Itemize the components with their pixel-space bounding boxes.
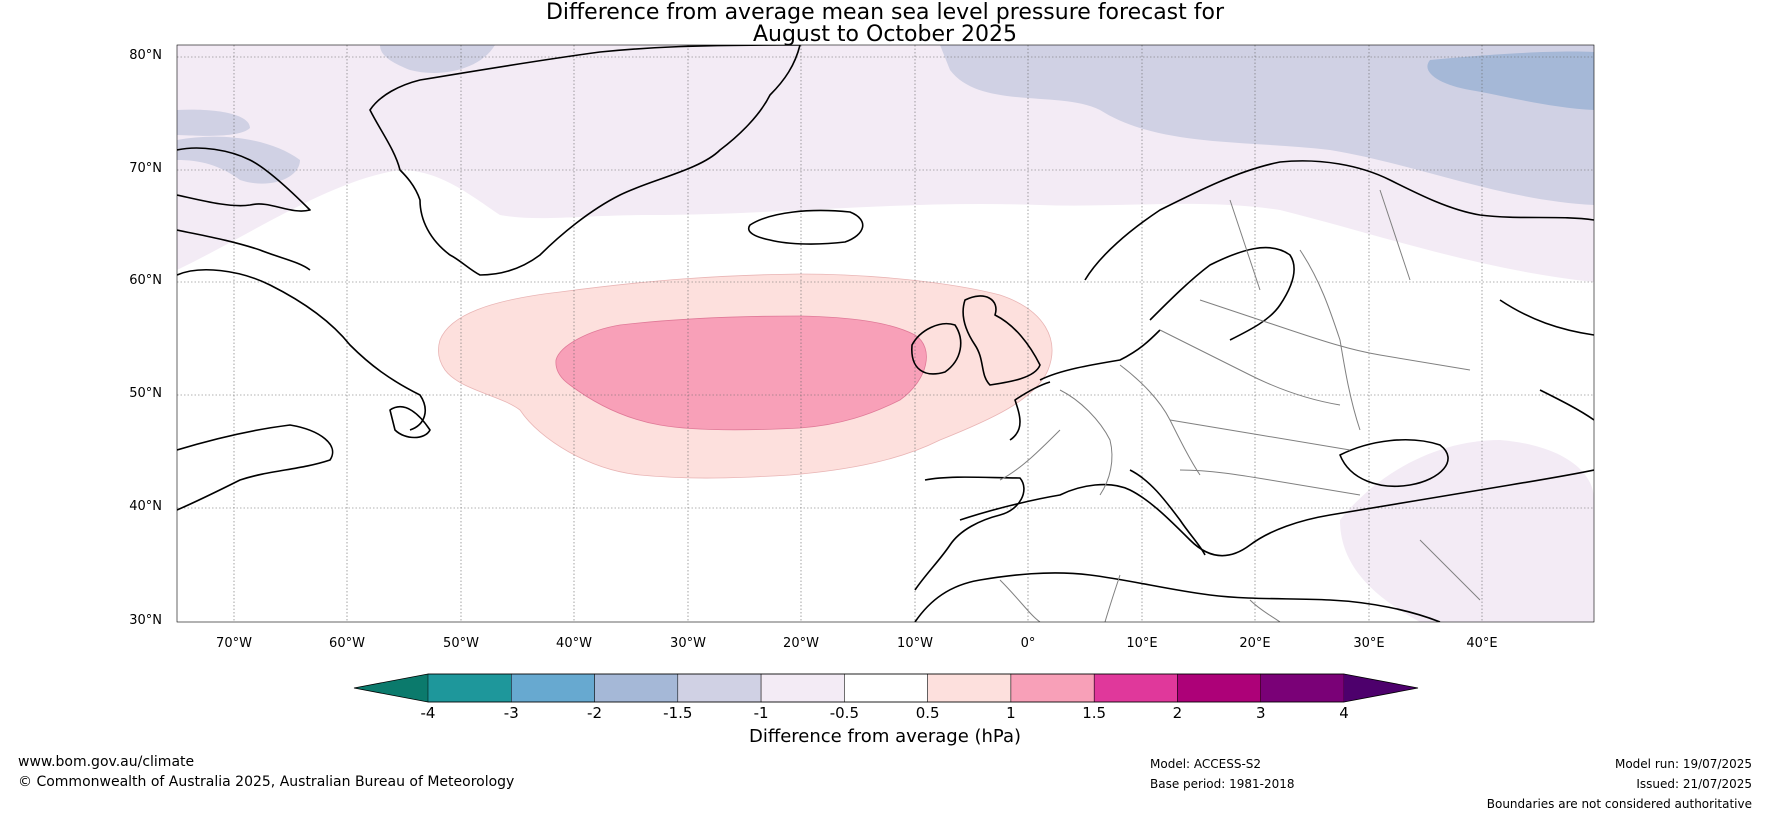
colorbar-tick: 4 [1339,704,1349,722]
colorbar-swatch [760,673,845,703]
map-title-line2: August to October 2025 [752,22,1018,47]
colorbar-swatch [594,673,679,703]
colorbar-tick: -0.5 [829,704,859,722]
lon-label-0: 0° [1020,636,1036,651]
coastline-north-africa [914,572,1441,622]
footer-website: www.bom.gov.au/climate [18,754,195,770]
coastlines [177,45,1594,622]
lat-label-70n: 70°N [129,161,162,176]
colorbar-swatch [1177,673,1261,703]
lon-label-30w: 30°W [670,636,706,651]
lat-label-30n: 30°N [129,613,162,628]
footer-issued: Issued: 21/07/2025 [1636,777,1752,791]
coastline-mediterranean [959,469,1594,557]
coastline-greenland [369,45,801,276]
coastline-gulf-st-lawrence [177,424,334,511]
colorbar-swatch [427,673,512,703]
lon-label-40w: 40°W [556,636,592,651]
coastline-iceland [748,209,864,245]
map-title-line1: Difference from average mean sea level p… [545,0,1225,25]
lat-label-60n: 60°N [129,273,162,288]
coastline-baffin [177,229,311,271]
coastline-west-europe [914,329,1161,591]
colorbar-extend-low [354,674,428,702]
colorbar-label: Difference from average (hPa) [748,726,1022,747]
anomaly-region-neg1-north-west [177,109,250,136]
lon-label-30e: 30°E [1353,636,1385,651]
coastline-far-east [1499,299,1594,421]
anomaly-region-neg1-arctic [940,45,1594,205]
footer-base-period: Base period: 1981-2018 [1150,777,1295,791]
lat-label-40n: 40°N [129,499,162,514]
footer-copyright: © Commonwealth of Australia 2025, Austra… [18,774,515,790]
colorbar [353,673,1419,703]
lon-label-10w: 10°W [897,636,933,651]
anomaly-region-neg1-greenland [380,45,495,73]
country-borders [999,189,1481,622]
coastline-italy [1129,469,1206,556]
lat-label-50n: 50°N [129,386,162,401]
coastline-great-britain [962,295,1041,386]
lon-label-70w: 70°W [216,636,252,651]
lat-label-80n: 80°N [129,48,162,63]
colorbar-swatch [511,673,595,703]
colorbar-swatch [1010,673,1095,703]
lon-label-40e: 40°E [1466,636,1498,651]
graticule [177,45,1594,622]
coastline-newfoundland [389,406,431,439]
colorbar-swatch [677,673,762,703]
coastline-canada-arctic [177,147,311,212]
lon-label-10e: 10°E [1126,636,1158,651]
anomaly-region-neg15-barents [1427,51,1594,110]
footer-model: Model: ACCESS-S2 [1150,757,1262,771]
colorbar-swatch [1260,673,1345,703]
anomaly-region-pos1 [555,315,927,431]
colorbar-tick: -3 [503,704,519,722]
coastline-labrador [177,269,426,431]
colorbar-swatch [844,673,928,703]
coastline-ireland [911,323,962,375]
colorbar-tick: 3 [1255,704,1266,722]
colorbar-tick: 1 [1006,704,1016,722]
colorbar-tick: 0.5 [915,704,940,722]
colorbar-swatch [1093,673,1178,703]
colorbar-tick: -1 [753,704,769,722]
lon-label-20e: 20°E [1239,636,1271,651]
colorbar-extend-high [1344,674,1418,702]
colorbar-tick: 2 [1172,704,1183,722]
colorbar-tick: -4 [420,704,436,722]
coastline-black-sea [1339,439,1449,487]
lon-label-20w: 20°W [783,636,819,651]
coastline-baltic [1149,246,1295,341]
lon-label-50w: 50°W [443,636,479,651]
footer-model-run: Model run: 19/07/2025 [1614,757,1752,771]
map-area [177,45,1594,622]
colorbar-tick: -2 [587,704,603,722]
colorbar-swatch [927,673,1012,703]
coastline-scandinavia [1084,160,1594,281]
colorbar-tick: -1.5 [663,704,693,722]
footer-disclaimer: Boundaries are not considered authoritat… [1486,797,1752,811]
map-frame [176,44,1595,623]
colorbar-tick: 1.5 [1082,704,1107,722]
lon-label-60w: 60°W [329,636,365,651]
